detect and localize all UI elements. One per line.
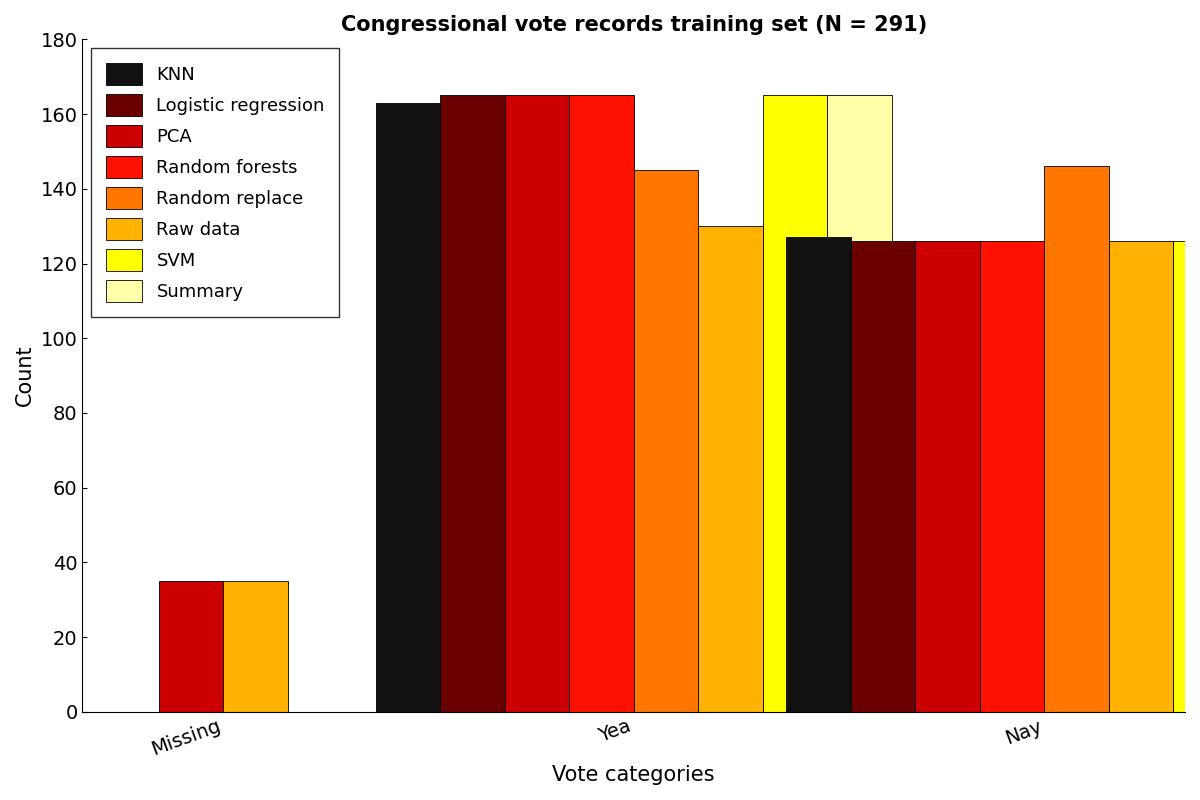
Legend: KNN, Logistic regression, PCA, Random forests, Random replace, Raw data, SVM, Su: KNN, Logistic regression, PCA, Random fo… [91,48,340,317]
Bar [698,226,763,712]
Bar [376,103,440,712]
Bar [440,95,505,712]
Bar [1044,166,1109,712]
Bar [916,241,979,712]
Bar [1109,241,1174,712]
Y-axis label: Count: Count [14,345,35,406]
Bar [158,581,223,712]
Bar [569,95,634,712]
Bar [827,95,892,712]
Bar [786,238,851,712]
Bar [505,95,569,712]
Bar [634,170,698,712]
Bar [1174,241,1200,712]
Bar [223,581,288,712]
Bar [979,241,1044,712]
Bar [763,95,827,712]
X-axis label: Vote categories: Vote categories [552,765,715,785]
Title: Congressional vote records training set (N = 291): Congressional vote records training set … [341,15,926,35]
Bar [851,241,916,712]
